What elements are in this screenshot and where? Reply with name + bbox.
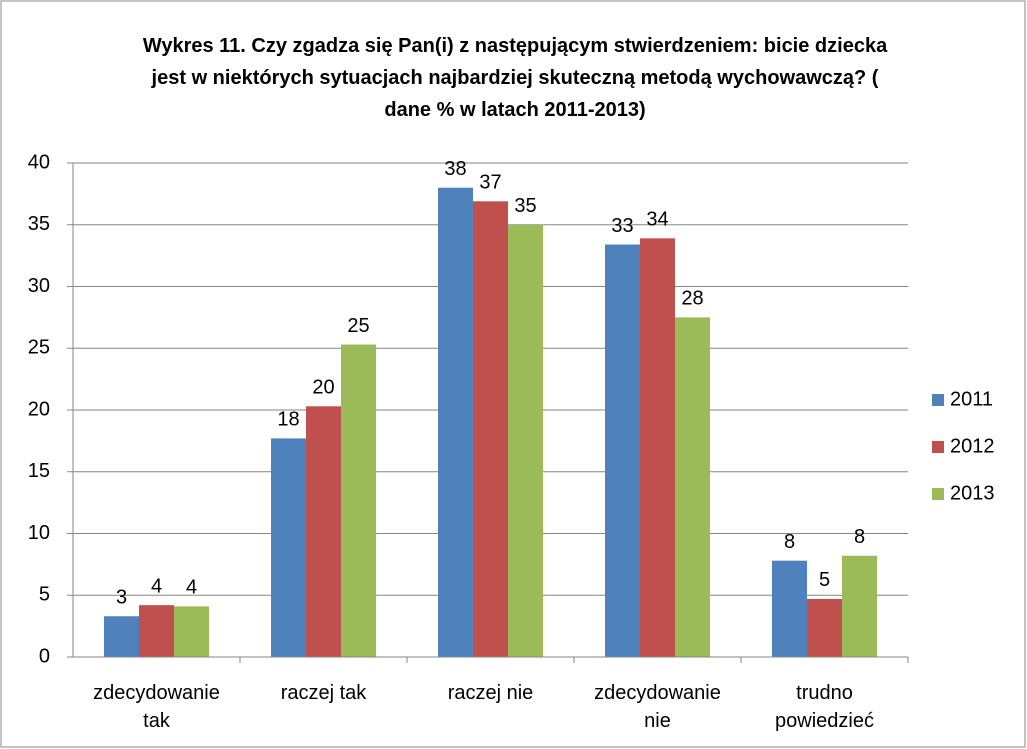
legend-label: 2012 — [950, 435, 995, 457]
data-label: 20 — [312, 377, 334, 399]
data-label: 4 — [186, 577, 197, 599]
bar — [807, 598, 842, 657]
data-label: 33 — [611, 215, 633, 237]
chart-title: Wykres 11. Czy zgadza się Pan(i) z nastę… — [142, 35, 888, 121]
x-tick-label: raczej nie — [447, 682, 534, 704]
legend-swatch — [932, 394, 944, 406]
data-label: 8 — [784, 531, 795, 553]
y-tick-label: 10 — [28, 522, 50, 544]
bar — [438, 187, 473, 657]
data-label: 5 — [819, 569, 830, 591]
bar — [104, 616, 139, 657]
bar — [306, 406, 341, 657]
bar — [508, 224, 543, 657]
data-label: 38 — [444, 158, 466, 180]
data-label: 37 — [479, 172, 501, 194]
bar — [842, 555, 877, 657]
y-tick-label: 30 — [28, 275, 50, 297]
legend-swatch — [932, 441, 944, 453]
y-tick-label: 20 — [28, 398, 50, 420]
data-label: 34 — [646, 209, 668, 231]
x-tick-label: zdecydowanie tak — [93, 682, 220, 732]
y-tick-label: 15 — [28, 460, 50, 482]
x-tick-label: raczej tak — [280, 682, 367, 704]
bar — [473, 201, 508, 657]
bar — [341, 344, 376, 657]
x-tick-label: zdecydowanie nie — [594, 682, 721, 732]
legend-swatch — [932, 488, 944, 500]
y-tick-label: 5 — [39, 584, 50, 606]
y-tick-label: 35 — [28, 213, 50, 235]
data-label: 25 — [347, 315, 369, 337]
legend-label: 2013 — [950, 482, 995, 504]
bar — [271, 438, 306, 657]
y-tick-label: 40 — [28, 151, 50, 173]
bar — [640, 238, 675, 657]
y-tick-label: 25 — [28, 337, 50, 359]
data-label: 28 — [681, 288, 703, 310]
y-tick-label: 0 — [39, 645, 50, 667]
data-label: 3 — [116, 587, 127, 609]
x-tick-label: trudno powiedzieć — [775, 682, 874, 732]
bar — [605, 244, 640, 657]
bar — [675, 317, 710, 657]
legend-label: 2011 — [950, 388, 993, 410]
data-label: 8 — [854, 526, 865, 548]
data-label: 4 — [151, 575, 162, 597]
data-label: 18 — [277, 409, 299, 431]
bar — [139, 605, 174, 657]
data-label: 35 — [514, 195, 536, 217]
bar — [174, 606, 209, 657]
bar — [772, 560, 807, 657]
